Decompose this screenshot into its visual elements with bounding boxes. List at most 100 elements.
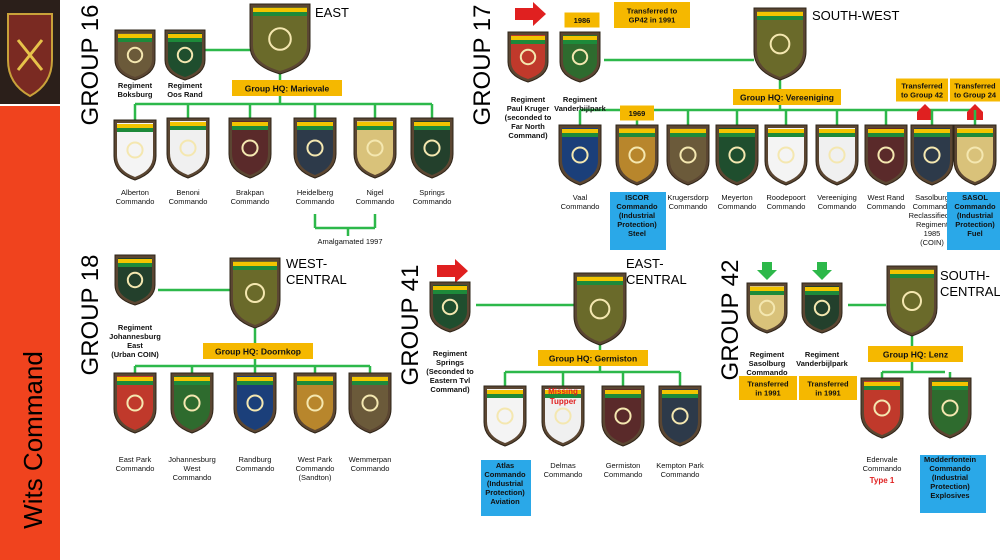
shield-field [819,128,855,182]
commando-label: SASOL [962,193,988,202]
note: 1969 [629,109,646,118]
shield-band [352,381,388,385]
note: Missing [548,387,578,396]
regiment-label: Boksburg [117,90,152,99]
shield-band [719,133,755,137]
commando-label: Explosives [930,491,969,500]
shield-field [757,11,803,77]
shield-band [605,394,641,398]
commando-label: Commando [616,202,658,211]
shield-field [914,128,950,182]
shield-band [118,34,152,38]
shield-emblem [496,407,514,425]
shield-band [914,133,950,137]
shield-band [232,122,268,126]
shield-emblem [441,298,459,316]
shield-band [670,133,706,137]
commando-label: Johannesburg [168,455,216,464]
label-box [564,12,600,28]
regiment-label: Command) [508,131,548,140]
shield-band [433,286,467,290]
commando-label: Nigel [366,188,383,197]
note: Type 1 [870,476,895,485]
shield-field [117,376,153,430]
shield-band [117,128,153,132]
shield-emblem [268,27,292,51]
shield-band [719,129,755,133]
commando-label: Commando [231,197,270,206]
note: Transferred [954,82,996,91]
note: in 1991 [815,389,840,398]
shield-band [297,381,333,385]
region-label: EAST- [626,256,664,271]
shield-band [577,277,623,281]
note: GP42 in 1991 [629,16,676,25]
commando-label: Randburg [239,455,272,464]
shield-band [487,394,523,398]
shield-emblem [126,141,144,159]
commando-label: Commando [913,202,952,211]
commando-label: Aviation [490,497,520,506]
commando-label: Protection) [485,488,525,497]
hq-label: Group HQ: Vereeniging [740,93,834,103]
hq-label: Group HQ: Doornkop [215,347,301,357]
commando-label: Edenvale [866,455,897,464]
shield-band [750,291,784,295]
commando-label: Commando [544,470,583,479]
shield-band [253,8,307,12]
commando-label: West Rand [868,193,905,202]
shield-field [890,269,934,333]
commando-label: Atlas [496,461,514,470]
shield-field [805,286,839,330]
shield-emblem [126,394,144,412]
commando-label: Vaal [573,193,588,202]
note: Transferred [901,82,943,91]
shield-band [750,287,784,291]
commando-label: Commando [413,197,452,206]
region-label: WEST- [286,256,327,271]
commando-label: Commando [767,202,806,211]
shield-band [563,40,597,44]
shield-band [117,381,153,385]
shield-emblem [361,394,379,412]
regiment-label: (Urban COIN) [111,350,159,359]
label-box [920,455,986,513]
shield-field [174,376,210,430]
label-box [620,105,654,121]
shield-band [487,390,523,394]
command-bar [0,106,60,560]
regiment-label: Paul Kruger [507,104,550,113]
shield-field [232,121,268,175]
commando-label: Springs [419,188,445,197]
shield-band [253,12,307,16]
shield-emblem [628,146,646,164]
shield-band [511,40,545,44]
shield-band [170,122,206,126]
shield-band [864,386,900,390]
shield-emblem [571,146,589,164]
commando-label: Modderfontein [924,455,976,464]
commando-label: Commando [669,202,708,211]
note: to Group 24 [954,91,997,100]
hq-label: Group HQ: Lenz [883,350,948,360]
shield-field [868,128,904,182]
region-label: CENTRAL [940,284,1000,299]
shield-field [750,286,784,330]
shield-band [914,129,950,133]
regiment-label: Regiment [433,349,468,358]
shield-band [232,126,268,130]
shield-field [619,128,655,182]
shield-band [562,133,598,137]
label-box [733,89,841,105]
crest-emblem [16,39,44,71]
shield-field [511,35,545,79]
command-title: Wits Command [18,351,48,529]
shield-emblem [183,394,201,412]
regiment-label: Johannesburg [109,332,161,341]
shield-band [805,291,839,295]
regiment-label: Regiment [750,350,785,359]
label-box [610,192,666,250]
commando-label: Commando [169,197,208,206]
shield-emblem [423,139,441,157]
